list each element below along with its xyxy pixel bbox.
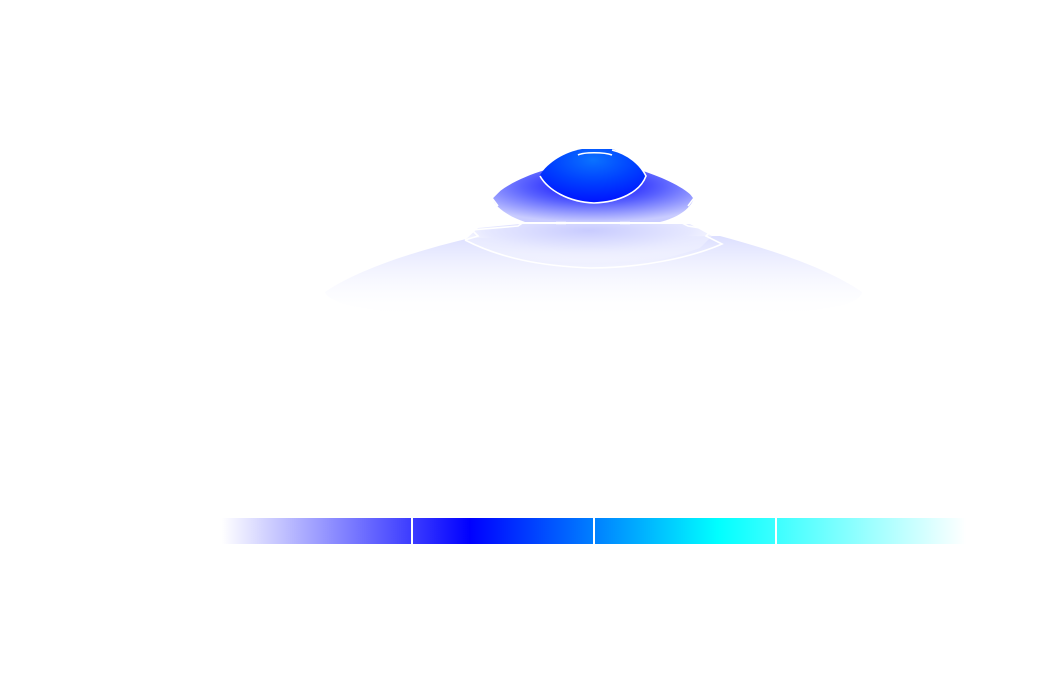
plume-lobe-lower [465, 224, 712, 268]
contour-lines [464, 149, 724, 269]
plume-lobe-outer [325, 236, 862, 320]
contour-line-2 [577, 151, 613, 156]
colorbar [222, 518, 966, 544]
contour-line-1 [539, 149, 647, 204]
contour-line-4 [464, 221, 724, 269]
plume-lobe-top [540, 149, 646, 203]
colorbar-dividers [411, 518, 777, 544]
concentration-plume [325, 149, 862, 320]
contour-line-3 [491, 189, 695, 207]
